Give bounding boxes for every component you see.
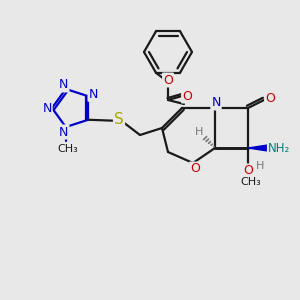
Text: N: N [59,79,68,92]
Text: S: S [114,112,124,128]
Text: NH₂: NH₂ [268,142,290,154]
Polygon shape [248,145,271,152]
Text: N: N [42,101,52,115]
Text: N: N [211,97,221,110]
Text: O: O [265,92,275,104]
Text: N: N [59,125,68,139]
Text: O: O [190,163,200,176]
Text: CH₃: CH₃ [241,177,261,187]
Text: O: O [163,74,173,86]
Text: O: O [243,164,253,178]
Text: H: H [256,161,264,171]
Text: N: N [88,88,98,101]
Text: O: O [182,89,192,103]
Text: H: H [195,127,203,137]
Text: CH₃: CH₃ [57,144,78,154]
